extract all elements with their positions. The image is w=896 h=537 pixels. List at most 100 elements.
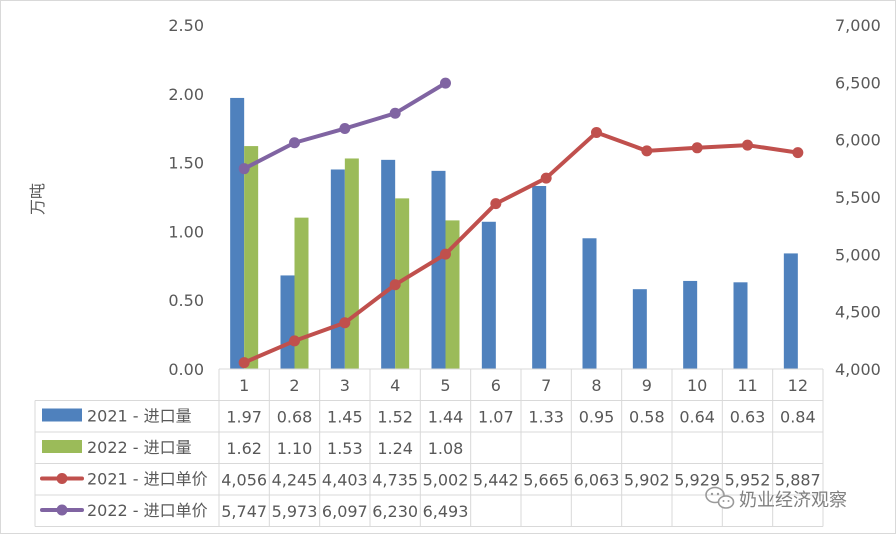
legend-key-bar	[42, 440, 82, 453]
data-label: 1.62	[226, 439, 262, 458]
data-label: 1.24	[377, 439, 413, 458]
x-tick-label: 7	[541, 376, 551, 395]
bar-2022-2	[294, 217, 309, 369]
bar-2021-10	[683, 280, 698, 369]
point-2022-5	[440, 77, 451, 89]
point-2021-5	[440, 248, 451, 260]
data-label: 5,665	[523, 471, 569, 490]
y-axis-title: 万吨	[28, 183, 47, 215]
data-label: 1.97	[226, 408, 262, 427]
data-label: 1.52	[377, 408, 413, 427]
line-2021-price	[242, 130, 800, 365]
point-2021-1	[238, 357, 250, 369]
data-label: 5,902	[624, 471, 670, 490]
x-tick-label: 3	[340, 376, 350, 395]
x-tick-label: 8	[591, 376, 601, 395]
legend-entry: 2022 - 进口量	[87, 438, 192, 457]
data-label: 6,097	[322, 502, 368, 521]
point-2022-3	[339, 123, 351, 135]
data-label: 5,887	[775, 471, 821, 490]
point-2021-12	[792, 147, 804, 159]
data-label: 5,442	[473, 471, 519, 490]
y-tick-label: 0.50	[168, 291, 204, 310]
data-label: 1.33	[528, 408, 564, 427]
point-2021-4	[389, 279, 401, 291]
y2-tick-label: 4,000	[835, 360, 881, 379]
y2-tick-label: 7,000	[835, 16, 881, 35]
bar-2021-3	[330, 169, 345, 369]
bar-2021-4	[381, 159, 396, 369]
data-label: 0.68	[277, 408, 313, 427]
data-label: 0.64	[679, 408, 715, 427]
data-label: 0.95	[579, 408, 615, 427]
y-tick-label: 2.00	[168, 85, 204, 104]
data-label: 5,747	[221, 502, 267, 521]
point-2022-4	[389, 107, 401, 119]
data-label: 0.58	[629, 408, 665, 427]
bar-2021-7	[532, 185, 547, 369]
y-tick-label: 2.50	[168, 16, 204, 35]
x-tick-label: 12	[788, 376, 808, 395]
legend-entry: 2021 - 进口单价	[87, 470, 208, 489]
point-2022-2	[289, 137, 300, 149]
bar-2021-8	[582, 238, 597, 369]
legend-key-bar	[42, 408, 82, 422]
data-label: 6,063	[574, 471, 620, 490]
watermark: 奶业经济观察	[705, 486, 847, 511]
data-label: 5,973	[272, 502, 318, 521]
point-2021-7	[540, 172, 552, 184]
x-tick-label: 2	[289, 376, 299, 395]
x-tick-label: 1	[239, 376, 249, 395]
point-2021-3	[339, 317, 351, 329]
x-tick-label: 5	[440, 376, 450, 395]
data-label: 4,403	[322, 471, 368, 490]
point-2021-2	[289, 335, 300, 347]
point-2021-10	[691, 142, 703, 154]
data-label: 4,735	[372, 471, 418, 490]
bar-2022-4	[395, 198, 410, 369]
data-label: 1.53	[327, 439, 363, 458]
data-label: 4,056	[221, 471, 267, 490]
bar-2022-3	[344, 158, 359, 369]
legend-entry: 2021 - 进口量	[87, 407, 192, 426]
bar-2021-9	[632, 289, 647, 369]
x-tick-label: 10	[687, 376, 707, 395]
data-label: 1.44	[428, 408, 464, 427]
point-2021-6	[490, 198, 502, 210]
bars-layer	[230, 97, 798, 369]
bar-2021-6	[481, 221, 496, 369]
point-2021-8	[591, 126, 602, 138]
data-label: 0.63	[730, 408, 766, 427]
x-tick-label: 6	[491, 376, 501, 395]
wechat-icon	[705, 486, 735, 509]
data-label: 1.07	[478, 408, 514, 427]
bar-2021-12	[783, 253, 798, 369]
y-tick-label: 0.00	[168, 360, 204, 379]
axes-layer: 0.00 0.50 1.00 1.50 2.00 2.50 4,000 4,500 5,000 5…	[168, 16, 880, 379]
lines-layer	[238, 77, 804, 369]
bar-2021-2	[280, 275, 295, 369]
legend-entry: 2022 - 进口单价	[87, 501, 208, 520]
y2-tick-label: 4,500	[835, 303, 881, 322]
x-tick-label: 9	[642, 376, 652, 395]
data-label: 5,929	[674, 471, 720, 490]
point-2021-11	[742, 139, 753, 151]
y2-tick-label: 5,000	[835, 245, 881, 264]
y2-tick-label: 6,000	[835, 131, 881, 150]
bar-2021-1	[230, 97, 245, 369]
x-tick-label: 4	[390, 376, 400, 395]
watermark-text: 奶业经济观察	[739, 490, 847, 511]
point-2022-1	[238, 163, 250, 175]
y-tick-label: 1.50	[168, 154, 204, 173]
x-tick-label: 11	[737, 376, 757, 395]
bar-2022-1	[244, 146, 259, 369]
legend-key-marker	[56, 504, 68, 516]
data-label: 1.10	[277, 439, 313, 458]
bar-2021-11	[733, 282, 748, 369]
legend-key-marker	[56, 473, 68, 484]
data-label: 6,493	[423, 502, 469, 521]
data-label: 6,230	[372, 502, 418, 521]
